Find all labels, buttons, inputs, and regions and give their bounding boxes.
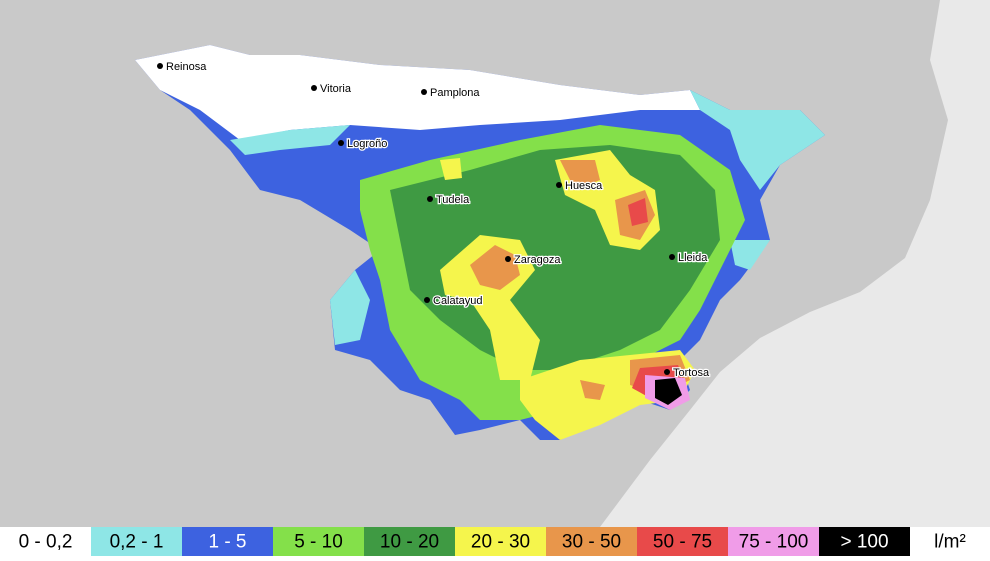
city-label: Reinosa	[166, 61, 207, 73]
zone-0-2-1	[230, 90, 825, 345]
city-dot	[338, 140, 344, 146]
city-dot	[669, 254, 675, 260]
legend-unit: l/m²	[934, 532, 966, 553]
legend-label: 20 - 30	[471, 532, 530, 553]
legend-label: 75 - 100	[739, 532, 809, 553]
city-label: Logroño	[347, 138, 387, 150]
legend-swatch	[364, 527, 455, 556]
legend-swatch	[819, 527, 910, 556]
sea	[600, 0, 990, 527]
legend: 0 - 0,2 0,2 - 1 1 - 5 5 - 10 10 - 20 20 - 30 3…	[0, 527, 990, 556]
legend-unit-box	[910, 527, 990, 556]
city-dot	[157, 63, 163, 69]
legend-label: 10 - 20	[380, 532, 439, 553]
city-label: Tortosa	[673, 367, 710, 379]
zone-0-0-2	[135, 45, 700, 140]
legend-label: > 100	[840, 532, 888, 553]
city-dot	[505, 256, 511, 262]
city-dot	[421, 89, 427, 95]
city-dot	[424, 297, 430, 303]
city-labels: Reinosa Vitoria Pamplona Logroño Tudela Huesc…	[157, 60, 711, 380]
legend-swatch	[182, 527, 273, 556]
legend-swatch	[273, 527, 364, 556]
legend-swatch	[0, 527, 91, 556]
legend-label: 0 - 0,2	[19, 532, 73, 553]
city-label: Pamplona	[430, 87, 480, 99]
city-label: Vitoria	[320, 83, 352, 95]
city-dot	[311, 85, 317, 91]
legend-swatch	[546, 527, 637, 556]
legend-swatch	[455, 527, 546, 556]
legend-label: 50 - 75	[653, 532, 712, 553]
legend-label: 5 - 10	[294, 532, 343, 553]
city-label: Lleida	[678, 252, 708, 264]
legend-swatch	[728, 527, 819, 556]
city-dot	[556, 182, 562, 188]
legend-label: 30 - 50	[562, 532, 621, 553]
legend-label: 0,2 - 1	[110, 532, 164, 553]
city-label: Tudela	[436, 194, 470, 206]
city-label: Calatayud	[433, 295, 483, 307]
legend-swatch	[91, 527, 182, 556]
city-dot	[664, 369, 670, 375]
legend-label: 1 - 5	[208, 532, 246, 553]
city-label: Huesca	[565, 180, 603, 192]
zone-over-100	[655, 378, 682, 405]
city-label: Zaragoza	[514, 254, 561, 266]
city-dot	[427, 196, 433, 202]
legend-swatch	[637, 527, 728, 556]
